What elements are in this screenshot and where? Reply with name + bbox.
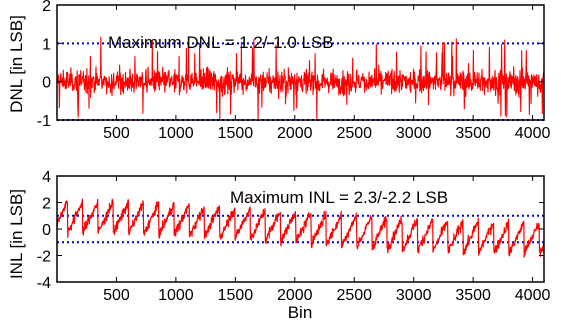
dnl-panel: 500 1000 1500 2000 2500 3000 3500 4000 -1 0 1 2 Ma… <box>7 0 550 142</box>
dnl-x-tick-label: 4000 <box>515 125 551 142</box>
dnl-y-tick-label: 1 <box>42 36 51 53</box>
dnl-x-tick-label: 500 <box>103 125 130 142</box>
inl-x-axis-title: Bin <box>288 303 313 322</box>
inl-x-tick-label: 500 <box>103 287 130 304</box>
inl-y-tick-label: 4 <box>42 169 51 186</box>
dnl-axes-frame <box>56 4 545 121</box>
dnl-y-tick-label: 0 <box>42 75 51 92</box>
inl-y-tick-label: -2 <box>37 249 51 266</box>
inl-y-tick-label: 0 <box>42 222 51 239</box>
dnl-series-line <box>56 36 545 120</box>
inl-y-ticks: -4 -2 0 2 4 <box>37 169 544 292</box>
inl-y-tick-label: -4 <box>37 275 51 292</box>
inl-panel: 500 1000 1500 2000 2500 3000 3500 4000 -4-2024 … <box>7 169 550 322</box>
inl-y-axis-title: INL [in LSB] <box>7 189 26 279</box>
dnl-x-tick-label: 3000 <box>396 125 432 142</box>
inl-x-tick-label: 1000 <box>158 287 194 304</box>
inl-annotation: Maximum INL = 2.3/-2.2 LSB <box>230 188 448 207</box>
dnl-y-axis-title: DNL [in LSB] <box>7 15 26 113</box>
dnl-x-ticks: 500 1000 1500 2000 2500 3000 3500 4000 <box>103 5 550 142</box>
dnl-y-tick-label: -1 <box>37 113 51 130</box>
inl-x-tick-label: 4000 <box>515 287 551 304</box>
dnl-x-tick-label: 2500 <box>336 125 372 142</box>
inl-x-ticks: 500 1000 1500 2000 2500 3000 3500 4000 <box>103 176 550 304</box>
inl-x-tick-label: 2000 <box>277 287 313 304</box>
inl-x-tick-label: 1500 <box>218 287 254 304</box>
inl-x-tick-label: 2500 <box>336 287 372 304</box>
inl-x-tick-label: 3500 <box>455 287 491 304</box>
dnl-x-tick-label: 1000 <box>158 125 194 142</box>
dnl-x-tick-label: 2000 <box>277 125 313 142</box>
dnl-y-ticks: -1 0 1 2 <box>37 0 544 130</box>
inl-x-tick-label: 3000 <box>396 287 432 304</box>
dnl-y-tick-label: 2 <box>42 0 51 15</box>
dnl-x-tick-label: 1500 <box>218 125 254 142</box>
inl-y-tick-label: 2 <box>42 196 51 213</box>
dnl-x-tick-label: 3500 <box>455 125 491 142</box>
inl-series-line <box>56 198 545 258</box>
dnl-annotation: Maximum DNL = 1.2/-1.0 LSB <box>108 33 334 52</box>
